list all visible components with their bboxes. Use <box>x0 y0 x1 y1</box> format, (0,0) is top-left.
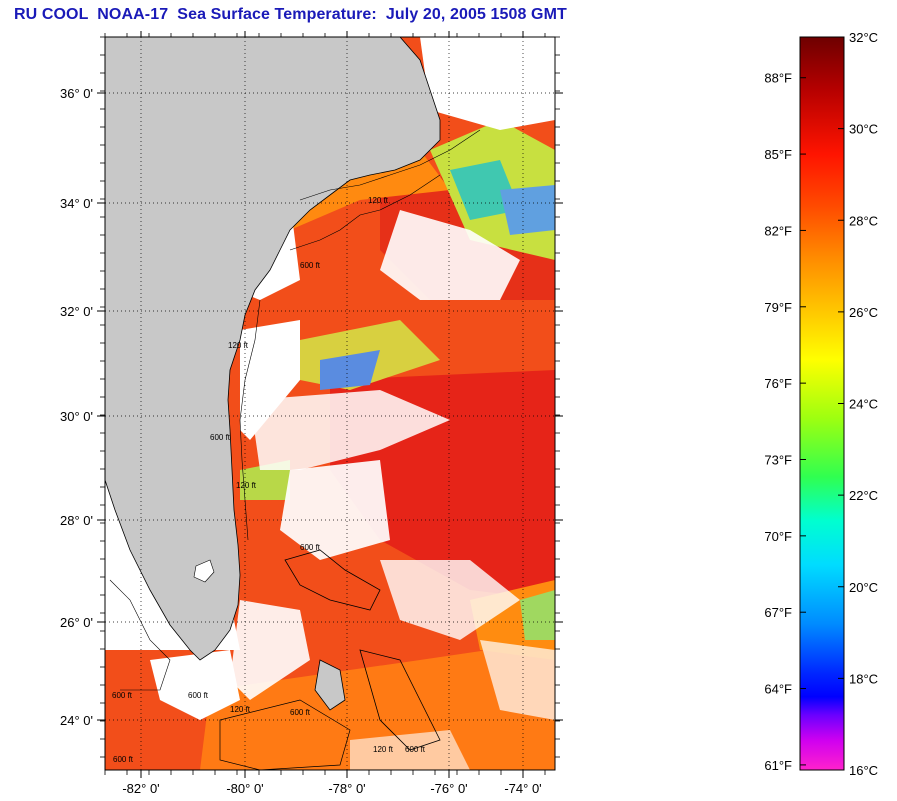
lat-label: 28° 0' <box>60 513 93 528</box>
contour-label: 120 ft <box>228 341 249 350</box>
contour-label: 600 ft <box>290 708 311 717</box>
cb-celsius-label: 26°C <box>849 305 878 320</box>
contour-label: 600 ft <box>188 691 209 700</box>
cb-celsius-label: 20°C <box>849 580 878 595</box>
colorbar-ticks <box>800 36 844 771</box>
lake-okeechobee <box>193 559 215 583</box>
longitude-labels: -82° 0' -80° 0' -78° 0' -76° 0' -74° 0' <box>122 781 541 796</box>
cb-fahrenheit-label: 79°F <box>764 300 792 315</box>
cb-celsius-label: 32°C <box>849 30 878 45</box>
cb-fahrenheit-label: 82°F <box>764 223 792 238</box>
lon-label: -78° 0' <box>328 781 365 796</box>
lat-label: 30° 0' <box>60 409 93 424</box>
contour-label: 600 ft <box>300 543 321 552</box>
cb-fahrenheit-label: 73°F <box>764 452 792 467</box>
lon-label: -76° 0' <box>430 781 467 796</box>
colorbar-fahrenheit-labels: 88°F 85°F 82°F 79°F 76°F 73°F 70°F 67°F 64°F 61°F <box>764 71 792 773</box>
cb-celsius-label: 16°C <box>849 763 878 778</box>
bahamas-bank <box>284 549 381 611</box>
contour-label: 120 ft <box>236 481 257 490</box>
map-border <box>104 36 556 771</box>
contour-label: 120 ft <box>368 196 389 205</box>
colorbar <box>799 36 845 771</box>
cb-fahrenheit-label: 70°F <box>764 529 792 544</box>
lat-label: 34° 0' <box>60 196 93 211</box>
contour-label: 600 ft <box>113 755 134 764</box>
cloud-mask <box>420 37 555 130</box>
cb-fahrenheit-label: 76°F <box>764 376 792 391</box>
cb-celsius-label: 30°C <box>849 122 878 137</box>
map-title: RU COOL NOAA-17 Sea Surface Temperature:… <box>14 6 567 23</box>
cb-celsius-label: 22°C <box>849 488 878 503</box>
cb-celsius-label: 28°C <box>849 213 878 228</box>
graticule <box>97 31 563 778</box>
lat-label: 26° 0' <box>60 615 93 630</box>
cb-fahrenheit-label: 85°F <box>764 147 792 162</box>
contour-label: 120 ft <box>230 705 251 714</box>
lon-label: -82° 0' <box>122 781 159 796</box>
cb-celsius-label: 18°C <box>849 671 878 686</box>
lon-label: -80° 0' <box>226 781 263 796</box>
land-mass <box>105 37 441 661</box>
cb-fahrenheit-label: 67°F <box>764 605 792 620</box>
lat-label: 32° 0' <box>60 304 93 319</box>
cb-celsius-label: 24°C <box>849 397 878 412</box>
contour-labels: 120 ft 600 ft 120 ft 600 ft 120 ft 600 ft 600 … <box>112 196 426 764</box>
contour-label: 600 ft <box>112 691 133 700</box>
lon-label: -74° 0' <box>504 781 541 796</box>
contour-label: 600 ft <box>300 261 321 270</box>
cb-fahrenheit-label: 61°F <box>764 758 792 773</box>
contour-label: 600 ft <box>405 745 426 754</box>
cb-fahrenheit-label: 64°F <box>764 682 792 697</box>
colorbar-celsius-labels: 32°C 30°C 28°C 26°C 24°C 22°C 20°C 18°C 16°C <box>849 30 878 778</box>
contour-label: 600 ft <box>210 433 231 442</box>
cb-fahrenheit-label: 88°F <box>764 71 792 86</box>
lat-label: 24° 0' <box>60 713 93 728</box>
latitude-labels: 36° 0' 34° 0' 32° 0' 30° 0' 28° 0' 26° 0' 24° … <box>60 86 93 728</box>
contour-label: 120 ft <box>373 745 394 754</box>
map-area <box>105 37 555 770</box>
lat-label: 36° 0' <box>60 86 93 101</box>
